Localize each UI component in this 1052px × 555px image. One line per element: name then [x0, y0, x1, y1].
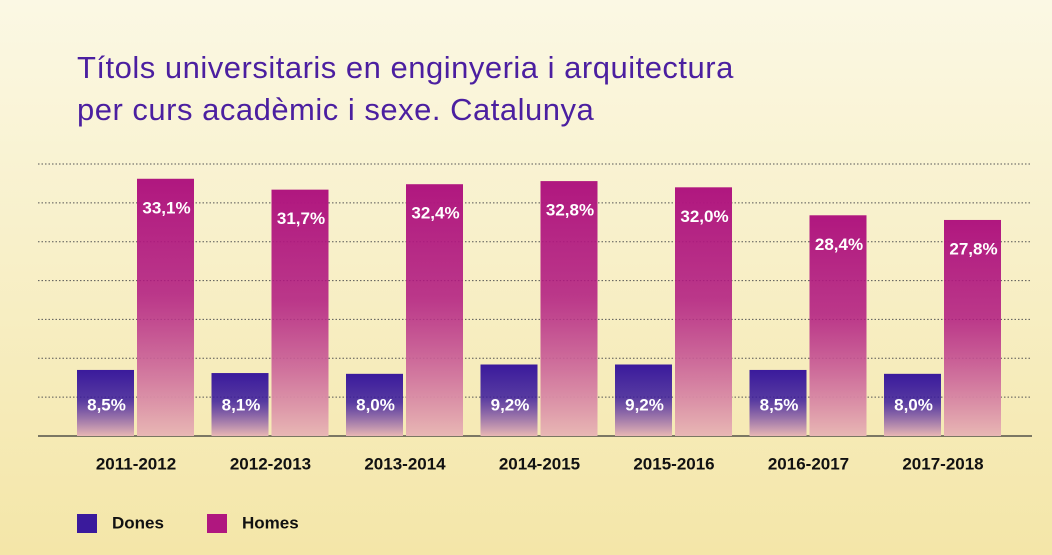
bar — [137, 178, 194, 436]
bar — [211, 373, 269, 436]
bar — [406, 184, 463, 436]
value-label: 8,5% — [87, 395, 126, 414]
bar — [480, 364, 538, 436]
legend-swatch — [77, 514, 97, 533]
value-label: 8,5% — [760, 395, 799, 414]
value-label: 32,0% — [680, 207, 728, 226]
x-tick-label: 2011-2012 — [96, 454, 176, 473]
chart-title: per curs acadèmic i sexe. Catalunya — [77, 92, 594, 127]
bar — [884, 373, 941, 436]
x-tick-label: 2013-2014 — [364, 454, 446, 473]
bar — [809, 215, 867, 436]
x-tick-label: 2014-2015 — [499, 454, 580, 473]
bar — [540, 181, 598, 436]
x-tick-label: 2015-2016 — [633, 454, 714, 473]
x-tick-label: 2017-2018 — [902, 454, 983, 473]
bar — [944, 219, 1001, 436]
value-label: 28,4% — [815, 235, 863, 254]
bar — [615, 364, 672, 436]
bar — [271, 189, 329, 436]
value-label: 32,8% — [546, 201, 594, 220]
value-label: 31,7% — [277, 209, 325, 228]
value-label: 32,4% — [411, 204, 459, 223]
x-tick-label: 2012-2013 — [230, 454, 311, 473]
legend-swatch — [207, 514, 227, 533]
chart-title: Títols universitaris en enginyeria i arq… — [77, 50, 734, 85]
value-label: 8,1% — [222, 395, 261, 414]
bar — [749, 369, 807, 436]
legend-label: Dones — [112, 513, 164, 532]
value-label: 8,0% — [894, 395, 933, 414]
value-label: 9,2% — [625, 395, 664, 414]
value-label: 9,2% — [491, 395, 530, 414]
value-label: 27,8% — [949, 239, 997, 258]
value-label: 8,0% — [356, 395, 395, 414]
legend-label: Homes — [242, 513, 299, 532]
bar — [77, 369, 134, 436]
bar — [346, 373, 403, 436]
bar — [675, 187, 732, 436]
x-tick-label: 2016-2017 — [768, 454, 849, 473]
value-label: 33,1% — [142, 198, 190, 217]
